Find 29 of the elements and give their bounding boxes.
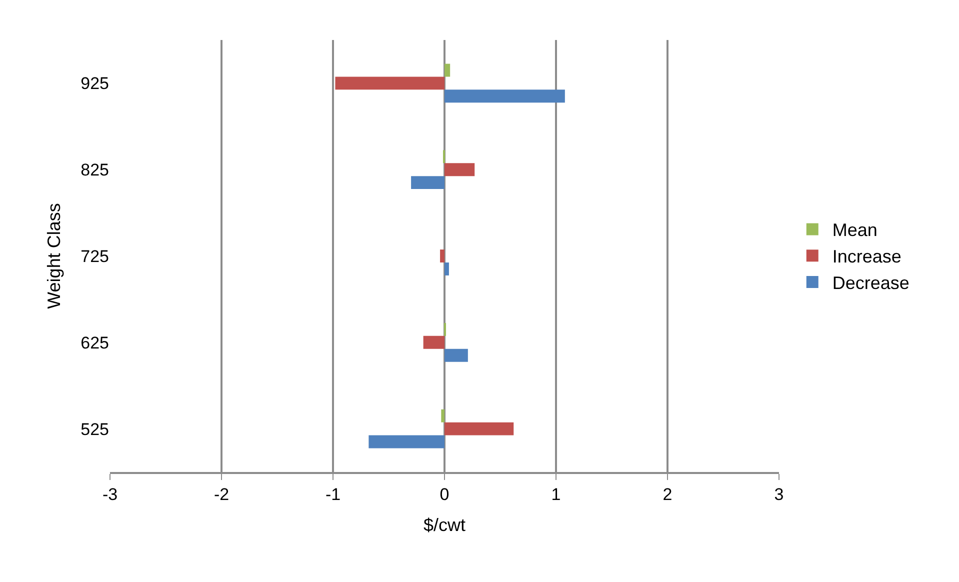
y-tick-label: 525 <box>80 420 109 439</box>
bar <box>444 348 468 362</box>
bar <box>441 409 444 422</box>
y-axis-title: Weight Class <box>44 203 64 309</box>
bar <box>440 250 444 262</box>
x-tick-label: -2 <box>214 485 230 504</box>
bar <box>423 336 444 349</box>
bar <box>444 64 450 77</box>
y-tick-label: 625 <box>80 333 109 352</box>
bar <box>444 163 475 176</box>
legend-label: Increase <box>832 246 902 267</box>
y-tick-label: 925 <box>80 74 109 94</box>
bar <box>368 435 444 448</box>
bar <box>444 422 514 436</box>
x-tick-label: -3 <box>102 485 118 504</box>
x-tick-label: 0 <box>440 485 450 504</box>
bar <box>444 262 449 276</box>
y-tick-label: 825 <box>80 160 109 180</box>
bar <box>335 76 444 90</box>
legend-label: Decrease <box>832 273 910 294</box>
legend-label: Mean <box>832 220 878 240</box>
bar <box>411 176 444 190</box>
bar <box>444 90 565 103</box>
x-tick-label: 2 <box>662 485 672 504</box>
x-axis-title: $/cwt <box>423 514 466 535</box>
x-tick-label: 1 <box>551 485 561 504</box>
x-tick-label: 3 <box>774 485 784 504</box>
y-tick-label: 725 <box>80 246 109 266</box>
x-tick-label: -1 <box>325 485 341 504</box>
